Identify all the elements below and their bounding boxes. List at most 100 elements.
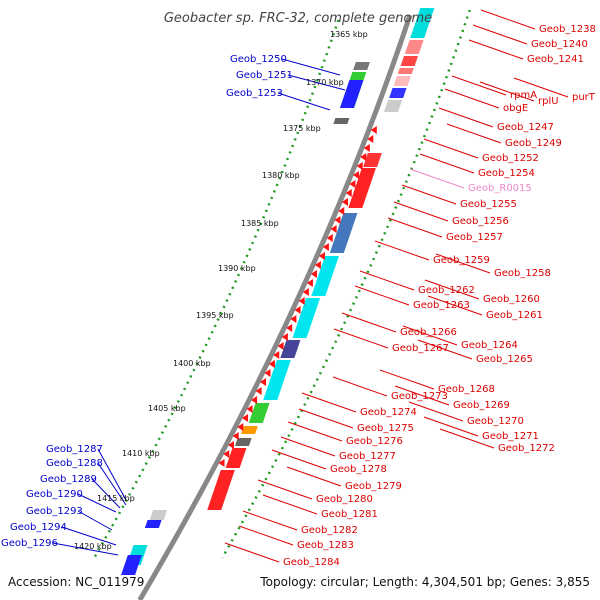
gene-label-right: Geob_1249 [505, 138, 562, 149]
gene-label-right: Geob_1262 [418, 285, 475, 296]
leader-line-right [409, 168, 465, 189]
gene-label-left: Geob_1293 [26, 506, 83, 517]
tracks-layer [91, 9, 471, 600]
gene-label-left: Geob_1294 [10, 522, 67, 533]
gene-arrow-marker [349, 180, 356, 188]
gene-label-right: Geob_1271 [482, 431, 539, 442]
leader-line-right [242, 510, 298, 531]
gene-arrow-marker [298, 297, 305, 305]
leader-line-left [97, 448, 127, 501]
gene-block-inner-2 [400, 56, 419, 66]
gene-block-outer-3 [333, 118, 350, 124]
gene-block-inner-8 [348, 168, 376, 208]
gene-arrow-marker [260, 378, 267, 386]
gene-label-right: Geob_1266 [400, 327, 457, 338]
leader-line-right [435, 253, 491, 274]
gene-arrow-marker [255, 387, 262, 395]
gene-arrow-marker [281, 333, 288, 341]
kbp-tick-label: 1370 kbp [306, 78, 344, 87]
leader-line-left [277, 92, 331, 111]
gene-label-right: Geob_1284 [283, 557, 340, 568]
map-title: Geobacter sp. FRC-32, complete genome [164, 11, 432, 26]
gene-label-right: Geob_1279 [345, 481, 402, 492]
gene-label-left: Geob_1296 [1, 538, 58, 549]
dotted-track-left [91, 19, 340, 561]
gene-arrow-marker [370, 126, 377, 134]
kbp-tick-label: 1375 kbp [283, 124, 321, 133]
gene-label-right: purT [572, 92, 596, 103]
leader-line-right [379, 369, 435, 390]
leader-line-left [281, 58, 341, 76]
gene-label-left: Geob_1288 [46, 458, 103, 469]
gene-label-right: Geob_1264 [461, 340, 518, 351]
gene-label-right: Geob_1269 [453, 400, 510, 411]
gene-block-inner-12 [280, 340, 301, 358]
gene-arrow-marker [232, 432, 239, 440]
leader-line-right [468, 39, 524, 60]
leader-line-right [423, 138, 479, 159]
gene-label-left: Geob_1289 [40, 474, 97, 485]
kbp-tick-label: 1420 kbp [74, 542, 112, 551]
gene-label-right: Geob_1241 [527, 54, 584, 65]
leader-line-right [298, 408, 354, 429]
dotted-track-right [221, 9, 471, 559]
leader-line-right [472, 24, 528, 45]
gene-block-inner-13 [263, 360, 291, 400]
gene-block-outer-0 [353, 62, 370, 70]
gene-arrow-marker [228, 441, 235, 449]
gene-label-right: Geob_1260 [483, 294, 540, 305]
gene-block-inner-5 [389, 88, 407, 98]
gene-arrow-marker [277, 342, 284, 350]
gene-label-right: Geob_1256 [452, 216, 509, 227]
gene-arrow-marker [302, 288, 309, 296]
kbp-tick-label: 1385 kbp [241, 219, 279, 228]
leader-line-right [354, 285, 410, 306]
leader-line-right [224, 542, 280, 563]
gene-block-outer-5 [144, 520, 162, 528]
gene-arrow-marker [367, 135, 374, 143]
leader-line-right [479, 81, 535, 102]
gene-label-right: Geob_1258 [494, 268, 551, 279]
gene-arrow-marker [342, 198, 349, 206]
leader-line-right [394, 385, 450, 406]
gene-arrow-marker [314, 261, 321, 269]
gene-arrow-marker [334, 216, 341, 224]
leader-line-right [513, 77, 569, 98]
gene-label-right: Geob_1275 [357, 423, 414, 434]
leader-line-right [387, 217, 443, 238]
gene-arrow-marker [246, 405, 253, 413]
gene-arrow-marker [322, 243, 329, 251]
leader-line-right [427, 295, 483, 316]
gene-arrow-marker [264, 369, 271, 377]
gene-label-right: Geob_1280 [316, 494, 373, 505]
gene-label-right: Geob_1240 [531, 39, 588, 50]
gene-arrow-marker [330, 225, 337, 233]
leader-line-right [424, 279, 480, 300]
gene-block-inner-7 [363, 153, 382, 167]
gene-label-right: Geob_1257 [446, 232, 503, 243]
leader-line-right [480, 9, 536, 30]
gene-label-left: Geob_1253 [226, 88, 283, 99]
gene-arrow-marker [268, 360, 275, 368]
gene-label-left: Geob_1251 [236, 70, 293, 81]
gene-label-left: Geob_1290 [26, 489, 83, 500]
gene-block-inner-11 [292, 298, 321, 338]
gene-label-right: Geob_1278 [330, 464, 387, 475]
leader-line-right [238, 525, 294, 546]
leader-line-right [451, 75, 507, 96]
leader-line-right [401, 184, 457, 205]
leader-line-right [271, 449, 327, 470]
features-layer [121, 8, 435, 575]
kbp-tick-label: 1380 kbp [262, 171, 300, 180]
leader-line-left [91, 478, 121, 509]
leader-line-left [52, 542, 119, 556]
gene-label-right: Geob_1270 [467, 416, 524, 427]
gene-label-right: rpmA [510, 90, 537, 101]
gene-label-right: Geob_1274 [360, 407, 417, 418]
gene-block-inner-14 [248, 403, 270, 423]
gene-arrow-marker [286, 324, 293, 332]
gene-block-inner-16 [234, 438, 252, 446]
gene-arrow-marker [345, 189, 352, 197]
